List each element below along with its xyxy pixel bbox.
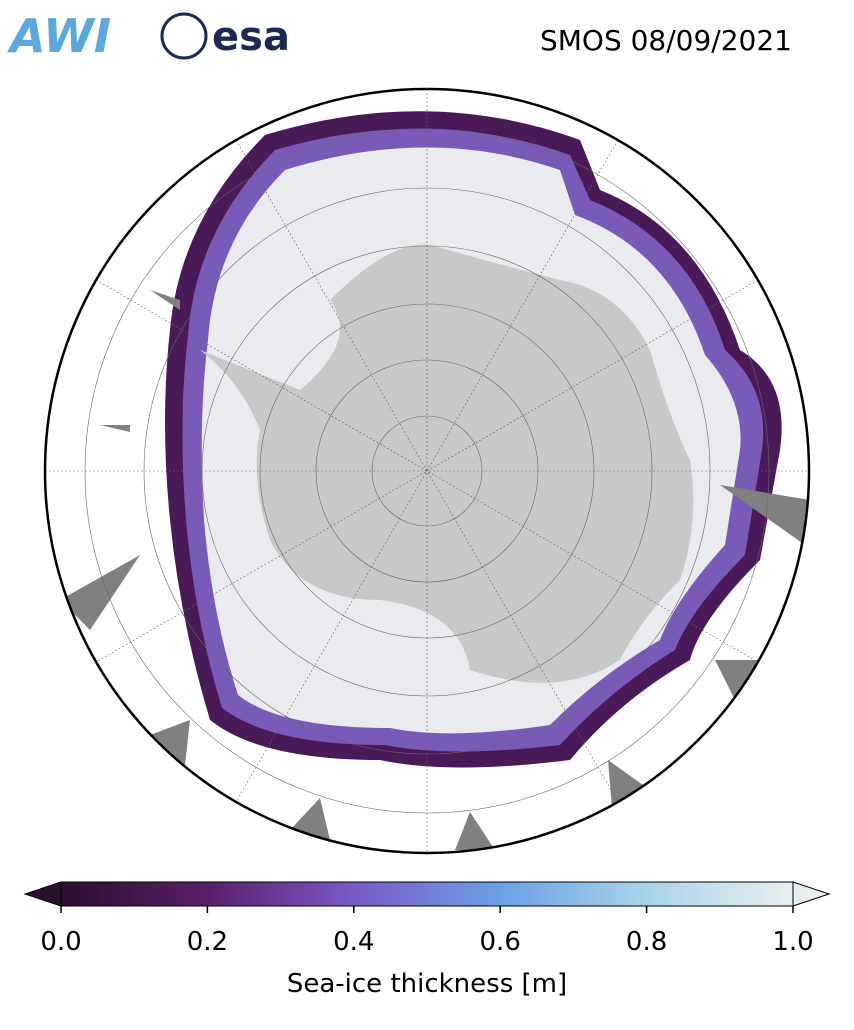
map-border — [43, 87, 811, 855]
colorbar-tick-label: 0.4 — [333, 927, 374, 957]
antarctica — [200, 244, 694, 683]
colorbar-tick-label: 0.8 — [626, 927, 667, 957]
colorbar-tick-label: 0.0 — [40, 927, 81, 957]
esa-logo: esa — [212, 14, 290, 60]
awi-logo: AWI — [7, 9, 111, 63]
colorbar-extend-min — [23, 881, 62, 907]
esa-emblem — [160, 12, 208, 60]
graticule — [45, 89, 809, 853]
colorbar-tick-label: 1.0 — [772, 927, 813, 957]
colorbar-tick-label: 0.2 — [187, 927, 228, 957]
map — [45, 89, 809, 853]
colorbar-extend-max — [792, 881, 831, 907]
colorbar-tick-label: 0.6 — [480, 927, 521, 957]
colorbar-scale — [60, 881, 794, 907]
colorbar: Sea-ice thickness [m] 0.0 0.2 0.4 0.6 0.8 1.0 — [23, 881, 831, 999]
title: SMOS 08/09/2021 — [540, 24, 792, 57]
colorbar-label: Sea-ice thickness [m] — [287, 969, 567, 999]
